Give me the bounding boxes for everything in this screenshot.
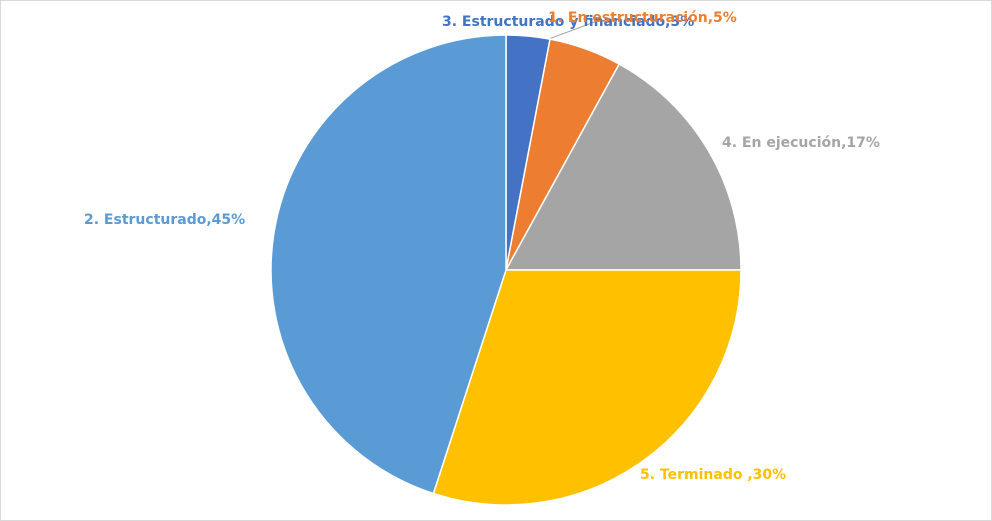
pie-slice	[432, 269, 742, 506]
data-label: 5. Terminado ,30%	[640, 467, 786, 483]
leader-line	[545, 19, 601, 41]
data-label: 4. En ejecución,17%	[722, 135, 880, 151]
data-label: 1. En estructuración,5%	[548, 10, 737, 26]
data-label: 2. Estructurado,45%	[84, 212, 245, 228]
data-label: 3. Estructurado y financiado,3%	[442, 14, 694, 30]
pie-slice	[504, 63, 742, 271]
pie-slice	[270, 34, 507, 495]
